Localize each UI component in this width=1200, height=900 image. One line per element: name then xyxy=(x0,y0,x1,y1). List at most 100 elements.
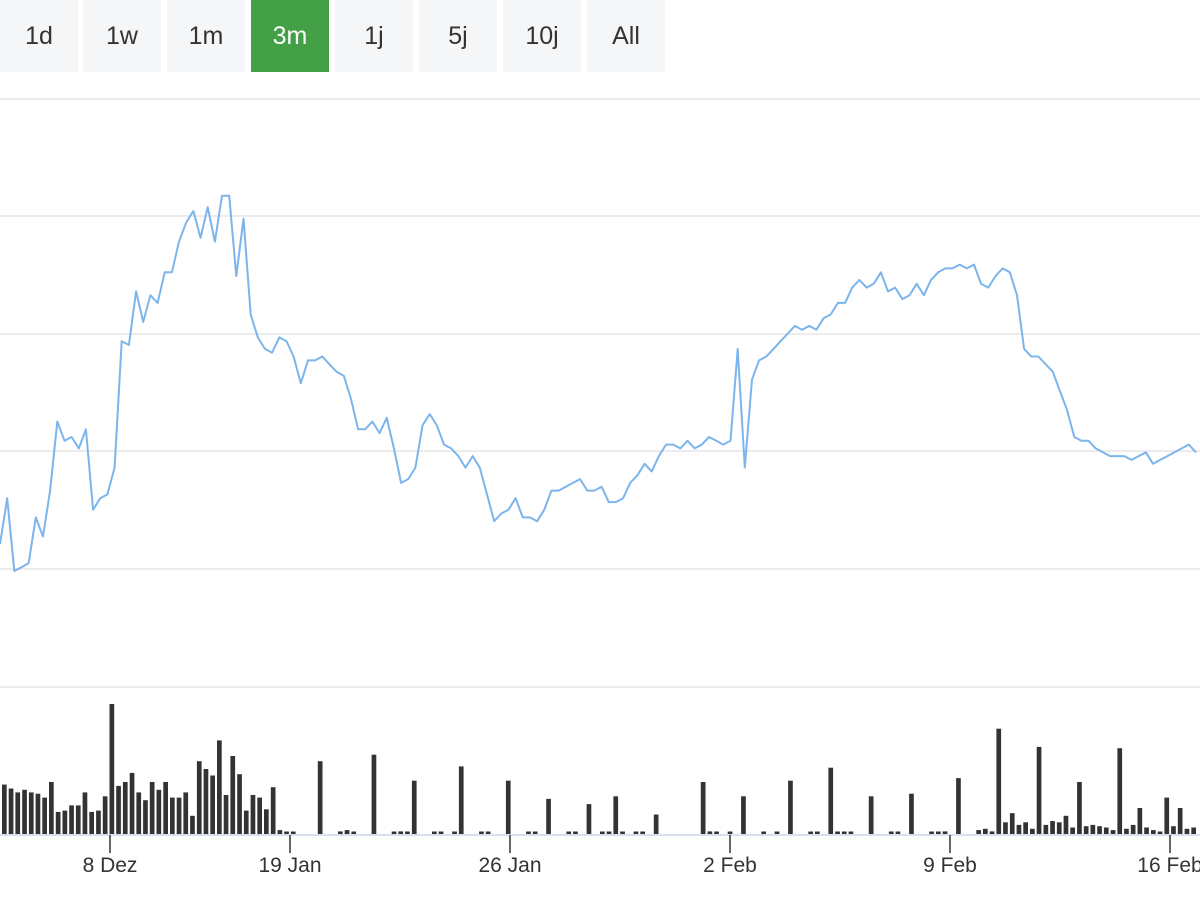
volume-bar xyxy=(203,769,209,834)
volume-bar xyxy=(96,810,101,834)
volume-bar xyxy=(815,831,820,834)
range-button-10j[interactable]: 10j xyxy=(503,0,581,72)
volume-bar xyxy=(1030,828,1035,834)
volume-bar xyxy=(432,831,437,834)
volume-bar xyxy=(1157,831,1163,834)
volume-bar xyxy=(1177,808,1183,834)
range-button-1j[interactable]: 1j xyxy=(335,0,413,72)
x-tick-label: 8 Dez xyxy=(83,854,138,877)
volume-bar xyxy=(28,792,34,834)
volume-bar xyxy=(788,780,793,834)
volume-bar xyxy=(183,792,189,834)
volume-bar xyxy=(156,789,162,834)
x-tick-label: 16 Feb xyxy=(1137,854,1200,877)
volume-bar xyxy=(774,831,780,834)
volume-bar xyxy=(69,805,74,834)
volume-bar xyxy=(640,831,645,834)
volume-bar xyxy=(653,814,659,834)
volume-bar xyxy=(620,831,625,834)
volume-bar xyxy=(243,810,249,834)
volume-bar xyxy=(338,831,343,834)
volume-bar xyxy=(808,831,813,834)
volume-bar xyxy=(149,782,155,834)
price-line-group xyxy=(0,194,1197,572)
range-button-all[interactable]: All xyxy=(587,0,665,72)
volume-bar xyxy=(290,831,296,834)
volume-bar xyxy=(848,831,854,834)
volume-bar xyxy=(606,831,612,834)
volume-bar xyxy=(942,831,948,834)
volume-bar xyxy=(49,782,54,834)
range-button-1w[interactable]: 1w xyxy=(83,0,161,72)
volume-bar xyxy=(371,754,377,834)
volume-bar xyxy=(546,798,551,834)
range-button-3m[interactable]: 3m xyxy=(251,0,329,72)
range-button-1m[interactable]: 1m xyxy=(167,0,245,72)
volume-bar xyxy=(15,792,21,834)
volume-bar xyxy=(586,804,592,834)
volume-bar xyxy=(458,766,464,834)
volume-bar xyxy=(841,831,847,834)
volume-bar xyxy=(217,740,222,834)
volume-bar xyxy=(452,831,457,834)
x-tick-label: 26 Jan xyxy=(478,854,541,877)
volume-bar xyxy=(22,789,27,834)
volume-bar xyxy=(1043,824,1049,834)
volume-bar xyxy=(714,831,719,834)
volume-bar xyxy=(828,767,834,834)
volume-bar xyxy=(2,784,7,834)
volume-bar xyxy=(8,788,14,834)
range-button-1d[interactable]: 1d xyxy=(0,0,78,72)
volume-bar xyxy=(479,831,484,834)
volume-bar xyxy=(102,796,108,834)
volume-bar xyxy=(411,780,417,834)
volume-bar xyxy=(1130,824,1136,834)
volume-bar xyxy=(505,780,511,834)
volume-bar xyxy=(438,831,444,834)
volume-bars xyxy=(2,704,1196,834)
volume-bar xyxy=(277,830,283,834)
volume-bar xyxy=(485,831,491,834)
volume-bar xyxy=(700,782,706,834)
volume-bar xyxy=(1117,748,1123,834)
volume-bar xyxy=(600,831,605,834)
volume-bar xyxy=(532,831,538,834)
volume-bar xyxy=(344,830,350,834)
volume-bar xyxy=(129,772,135,834)
volume-bar xyxy=(1009,813,1015,834)
volume-bar xyxy=(1184,828,1190,834)
volume-bar xyxy=(143,800,148,834)
volume-bar xyxy=(1036,746,1042,834)
volume-bar xyxy=(42,797,47,834)
volume-bar xyxy=(170,797,175,834)
price-line xyxy=(0,194,1197,572)
volume-bar xyxy=(1124,828,1129,834)
range-button-5j[interactable]: 5j xyxy=(419,0,497,72)
volume-bar xyxy=(1016,824,1022,834)
volume-bar xyxy=(956,778,961,834)
volume-bar xyxy=(89,811,94,834)
volume-bar xyxy=(75,805,81,834)
volume-bar xyxy=(190,815,195,834)
volume-bar xyxy=(1164,797,1170,834)
volume-bar xyxy=(526,831,531,834)
volume-bar xyxy=(566,831,572,834)
volume-bar xyxy=(989,831,995,834)
range-selector: 1d 1w 1m 3m 1j 5j 10j All xyxy=(0,0,1200,72)
volume-bar xyxy=(1070,827,1075,834)
volume-bar xyxy=(405,831,410,834)
chart-grid xyxy=(0,98,1200,688)
volume-bar xyxy=(210,775,215,834)
volume-bar xyxy=(868,796,874,834)
volume-bar xyxy=(284,831,289,834)
volume-bar xyxy=(1151,830,1156,834)
x-tick-label: 19 Jan xyxy=(258,854,321,877)
volume-bar xyxy=(1191,827,1196,834)
volume-bar xyxy=(1063,815,1069,834)
volume-bar xyxy=(1050,821,1055,834)
volume-bar xyxy=(237,774,242,834)
volume-bar xyxy=(707,831,713,834)
volume-bar xyxy=(317,761,323,834)
volume-bar xyxy=(1097,826,1102,834)
